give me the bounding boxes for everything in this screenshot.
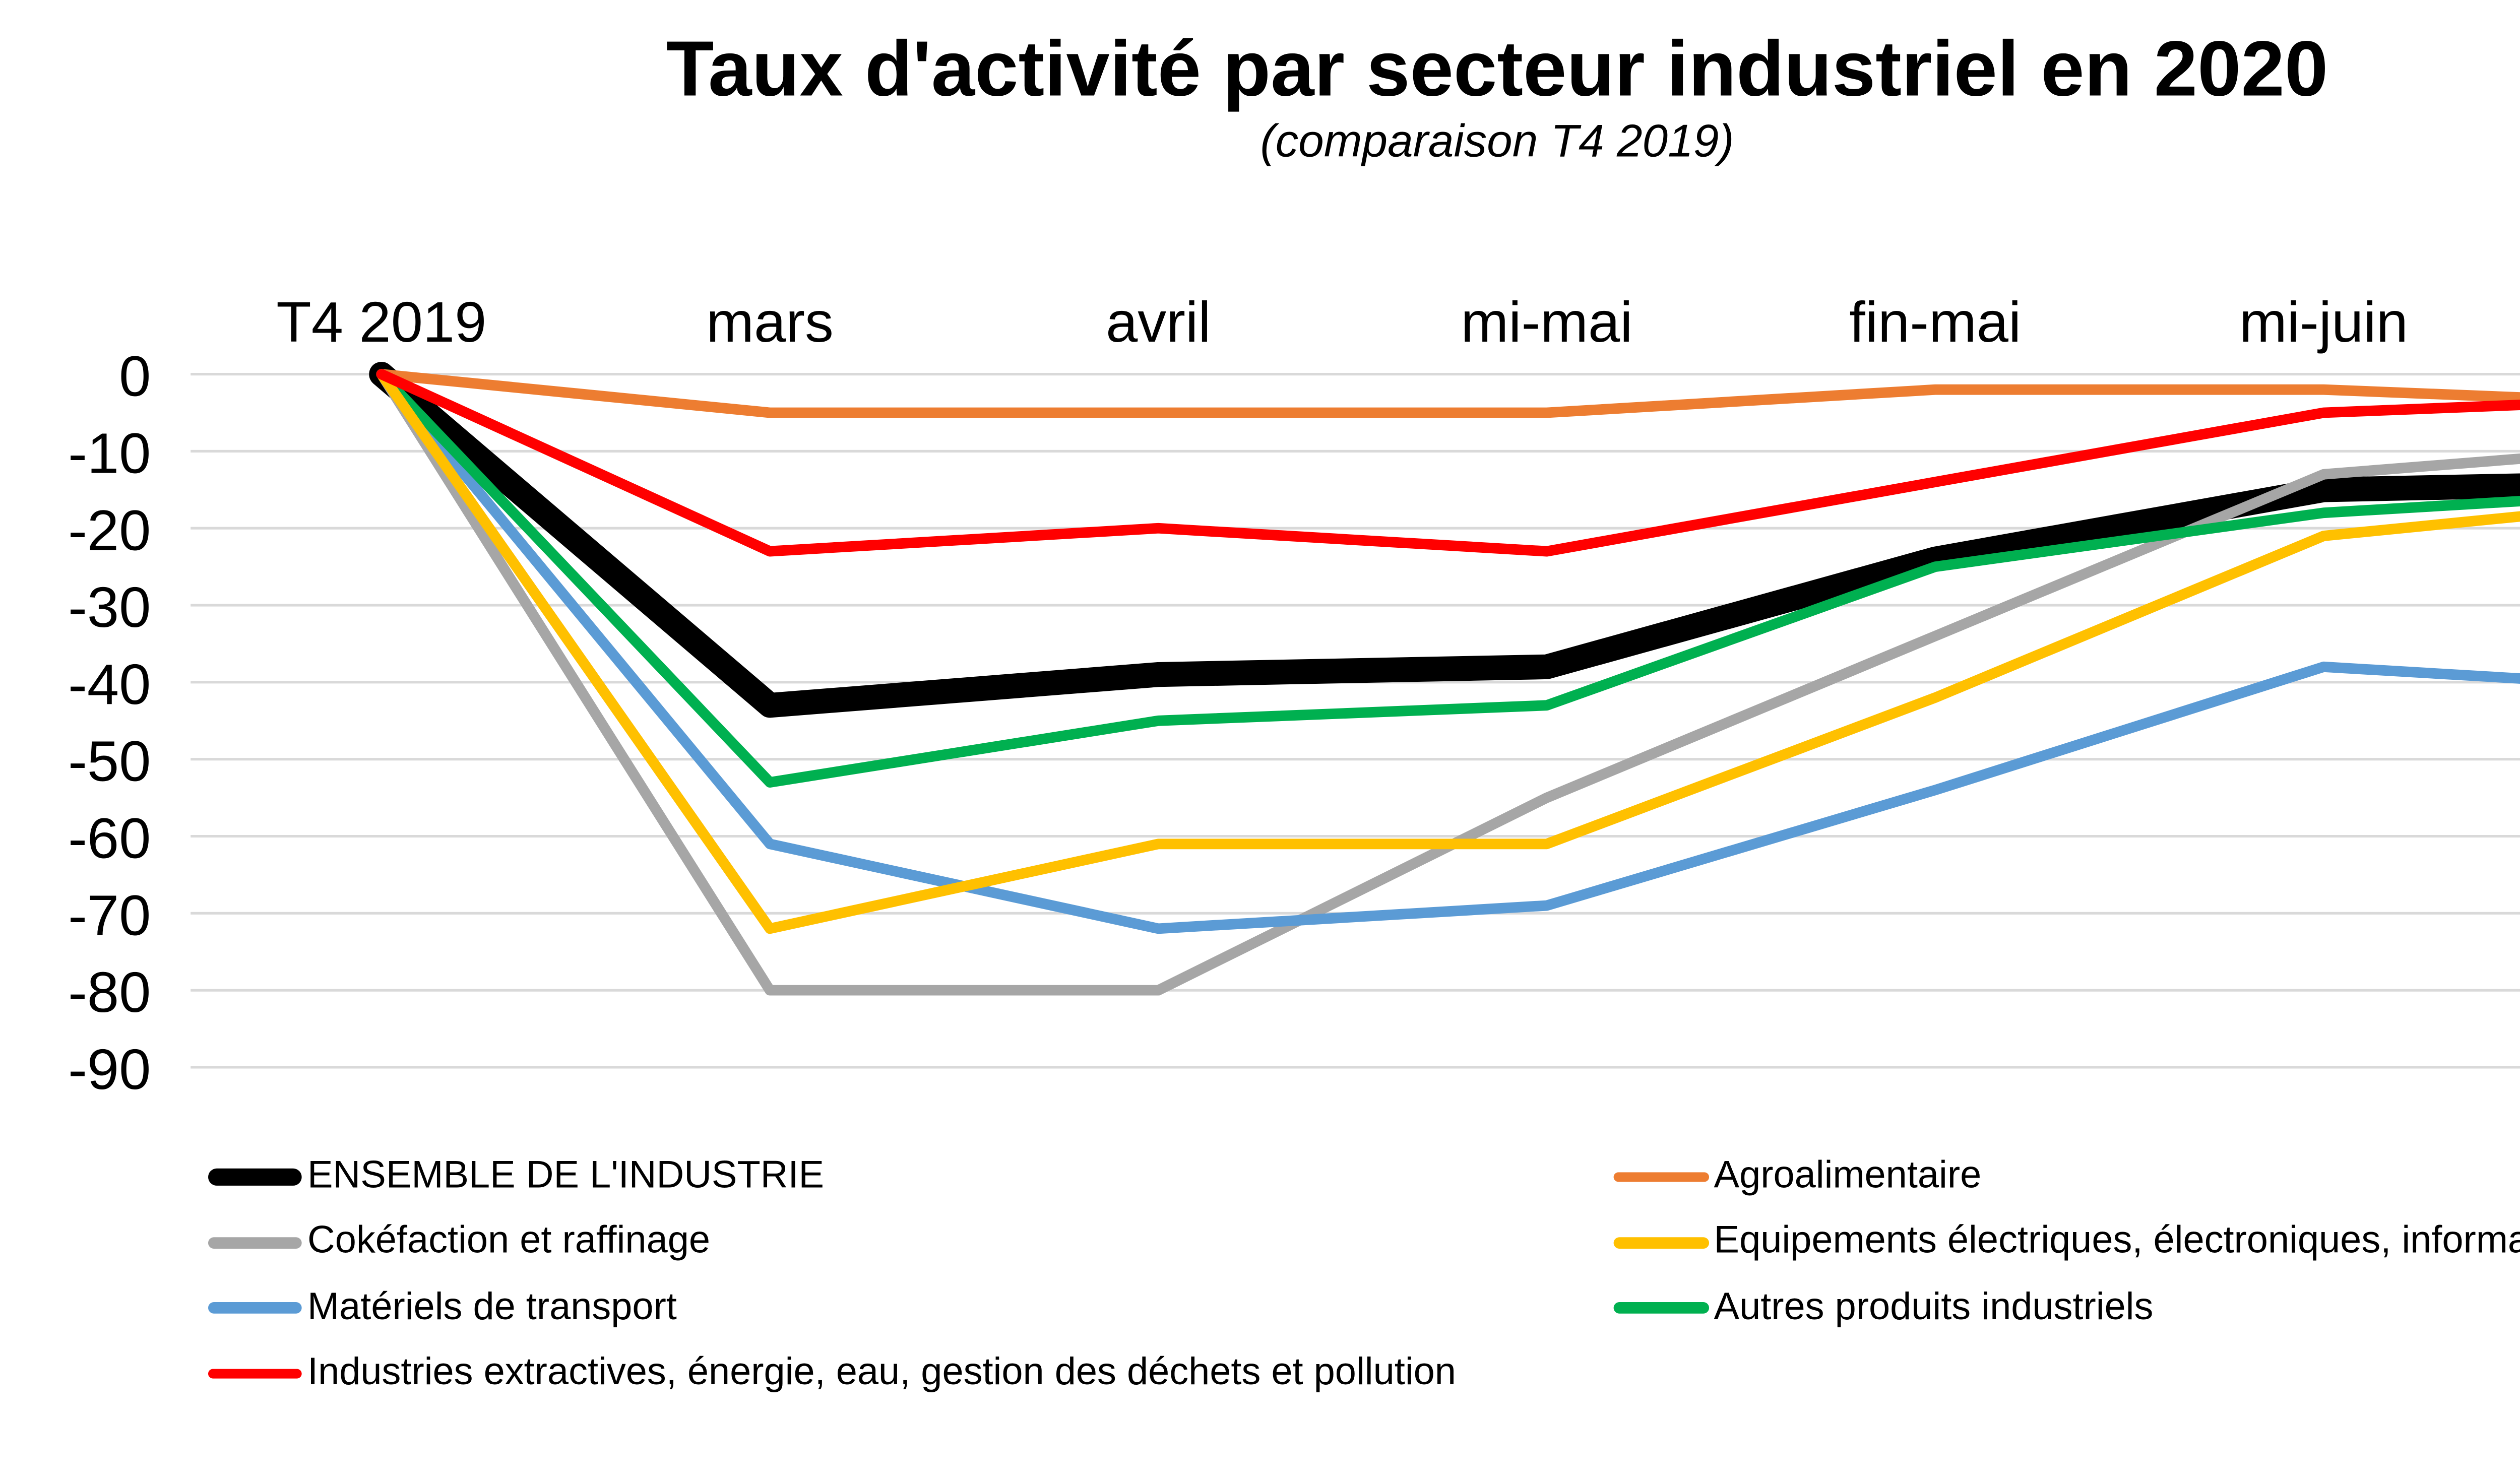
- x-category-label: fin-mai: [1849, 290, 2021, 354]
- legend-swatch-icon: [1613, 1172, 1709, 1183]
- series-line-6: [376, 369, 2520, 557]
- x-axis-labels: T4 2019marsavrilmi-maifin-maimi-juinmi-j…: [276, 290, 2408, 354]
- x-category-label: avril: [1106, 290, 1211, 354]
- gridlines: [191, 373, 2520, 1069]
- legend-label: Industries extractives, énergie, eau, ge…: [307, 1351, 1456, 1393]
- y-tick-label: -70: [68, 883, 151, 947]
- series-line-2: [376, 369, 2520, 996]
- series-line-5: [376, 369, 2520, 788]
- legend-label: ENSEMBLE DE L'INDUSTRIE: [307, 1155, 825, 1198]
- legend-swatch-icon: [1613, 1303, 1709, 1314]
- legend-swatch-icon: [207, 1169, 302, 1186]
- legend-item: Autres produits industriels: [1613, 1275, 2520, 1341]
- legend-column-left: ENSEMBLE DE L'INDUSTRIE Cokéfaction et ra…: [207, 1145, 1456, 1406]
- legend-swatch-icon: [207, 1237, 302, 1248]
- x-category-label: mi-juin: [2239, 290, 2408, 354]
- legend-item: ENSEMBLE DE L'INDUSTRIE: [207, 1145, 1456, 1210]
- legend-label: Autres produits industriels: [1714, 1286, 2154, 1328]
- y-tick-label: -40: [68, 653, 151, 717]
- series-line-3: [376, 369, 2520, 934]
- legend-item: Equipements électriques, électroniques, …: [1613, 1210, 2520, 1275]
- y-tick-label: -80: [68, 960, 151, 1024]
- x-category-label: mars: [706, 290, 834, 354]
- x-category-label: T4 2019: [276, 290, 486, 354]
- y-tick-label: -50: [68, 730, 151, 794]
- series-line-1: [376, 369, 2520, 418]
- legend-label: Cokéfaction et raffinage: [307, 1220, 711, 1263]
- y-tick-label: -30: [68, 575, 151, 639]
- y-tick-label: 0: [119, 345, 151, 409]
- y-tick-label: -20: [68, 498, 151, 562]
- x-category-label: mi-mai: [1461, 290, 1633, 354]
- legend-label: Agroalimentaire: [1714, 1155, 1982, 1198]
- y-axis-labels: 0 -10 -20 -30 -40 -50 -60 -70 -80 -90: [68, 345, 151, 1102]
- legend-label: Equipements électriques, électroniques, …: [1714, 1220, 2520, 1263]
- series-line-0: [369, 361, 2520, 718]
- series-lines: [369, 361, 2520, 996]
- legend-item: Agroalimentaire: [1613, 1145, 2520, 1210]
- y-tick-label: -10: [68, 421, 151, 485]
- legend-swatch-icon: [1613, 1237, 1709, 1248]
- chart-title: Taux d'activité par secteur industriel e…: [666, 25, 2328, 113]
- chart-subtitle: (comparaison T4 2019): [1260, 116, 1734, 168]
- y-tick-label: -60: [68, 807, 151, 871]
- legend-item: Cokéfaction et raffinage: [207, 1210, 1456, 1275]
- legend-swatch-icon: [207, 1368, 302, 1379]
- legend-column-right: Agroalimentaire Equipements électriques, …: [1613, 1145, 2520, 1341]
- series-line-4: [376, 369, 2520, 934]
- legend-item: Industries extractives, énergie, eau, ge…: [207, 1340, 1456, 1406]
- legend-label: Matériels de transport: [307, 1286, 677, 1328]
- legend-swatch-icon: [207, 1303, 302, 1314]
- y-tick-label: -90: [68, 1038, 151, 1102]
- legend-item: Matériels de transport: [207, 1275, 1456, 1341]
